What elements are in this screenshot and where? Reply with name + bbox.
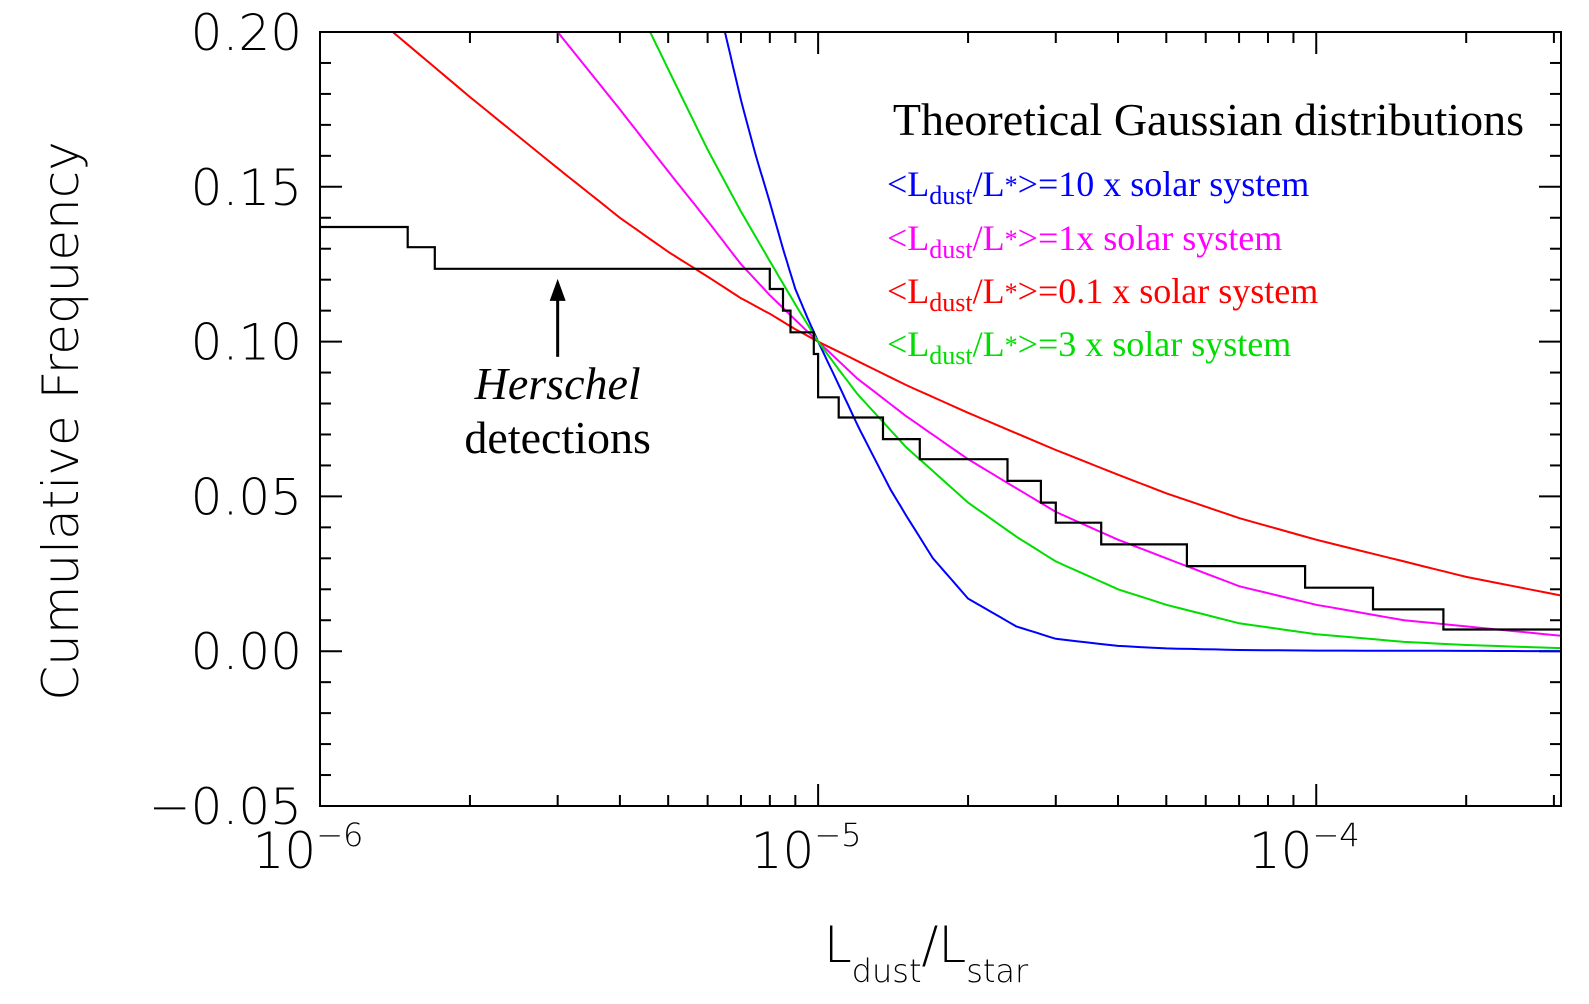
legend-title: Theoretical Gaussian distributions <box>893 94 1524 145</box>
y-tick-label: 0.15 <box>191 159 302 217</box>
annotation-line2: detections <box>464 412 651 463</box>
y-tick-label: 0.05 <box>191 468 302 526</box>
legend-entry: <Ldust/L*>=10 x solar system <box>887 164 1309 210</box>
x-axis-title: Ldust/Lstar <box>824 916 1029 990</box>
y-axis-title: Cumulative Frequency <box>32 141 90 701</box>
annotation-line1: Herschel <box>474 358 641 409</box>
y-tick-label: 0.20 <box>191 4 302 62</box>
series-line-3 <box>649 32 1561 650</box>
x-axis-title-main2: L <box>938 916 966 974</box>
series-line-2 <box>392 32 1561 597</box>
x-axis-title-sub: dust <box>852 952 922 990</box>
series-herschel-detections <box>320 225 1561 631</box>
x-tick-label: 10−6 <box>253 816 364 880</box>
y-tick-label: 0.10 <box>191 314 302 372</box>
legend: Theoretical Gaussian distributions <Ldus… <box>887 94 1524 370</box>
y-tick-labels: −0.05 0.00 0.05 0.10 0.15 0.20 <box>149 4 302 836</box>
plot-frame <box>319 31 1562 807</box>
annotation-arrow-head <box>549 278 566 301</box>
legend-entries: <Ldust/L*>=10 x solar system <Ldust/L*>=1… <box>887 164 1318 370</box>
x-axis-title-main: L <box>824 916 852 974</box>
y-tick-label: 0.00 <box>191 623 302 681</box>
y-tick-label: −0.05 <box>149 778 302 836</box>
legend-entry: <Ldust/L*>=0.1 x solar system <box>887 271 1318 317</box>
series-line-1 <box>556 32 1561 637</box>
legend-entry: <Ldust/L*>=1x solar system <box>887 218 1282 264</box>
x-axis-title-sub2: star <box>966 952 1029 990</box>
herschel-annotation: Herschel detections <box>464 278 651 463</box>
x-tick-label: 10−5 <box>751 816 862 880</box>
x-tick-label: 10−4 <box>1249 816 1360 880</box>
series-layer <box>320 32 1561 653</box>
legend-entry: <Ldust/L*>=3 x solar system <box>887 324 1291 370</box>
series-line-0 <box>723 32 1561 653</box>
x-tick-labels: 10−6 10−5 10−4 <box>253 816 1360 880</box>
x-axis-title-slash: / <box>921 916 938 974</box>
